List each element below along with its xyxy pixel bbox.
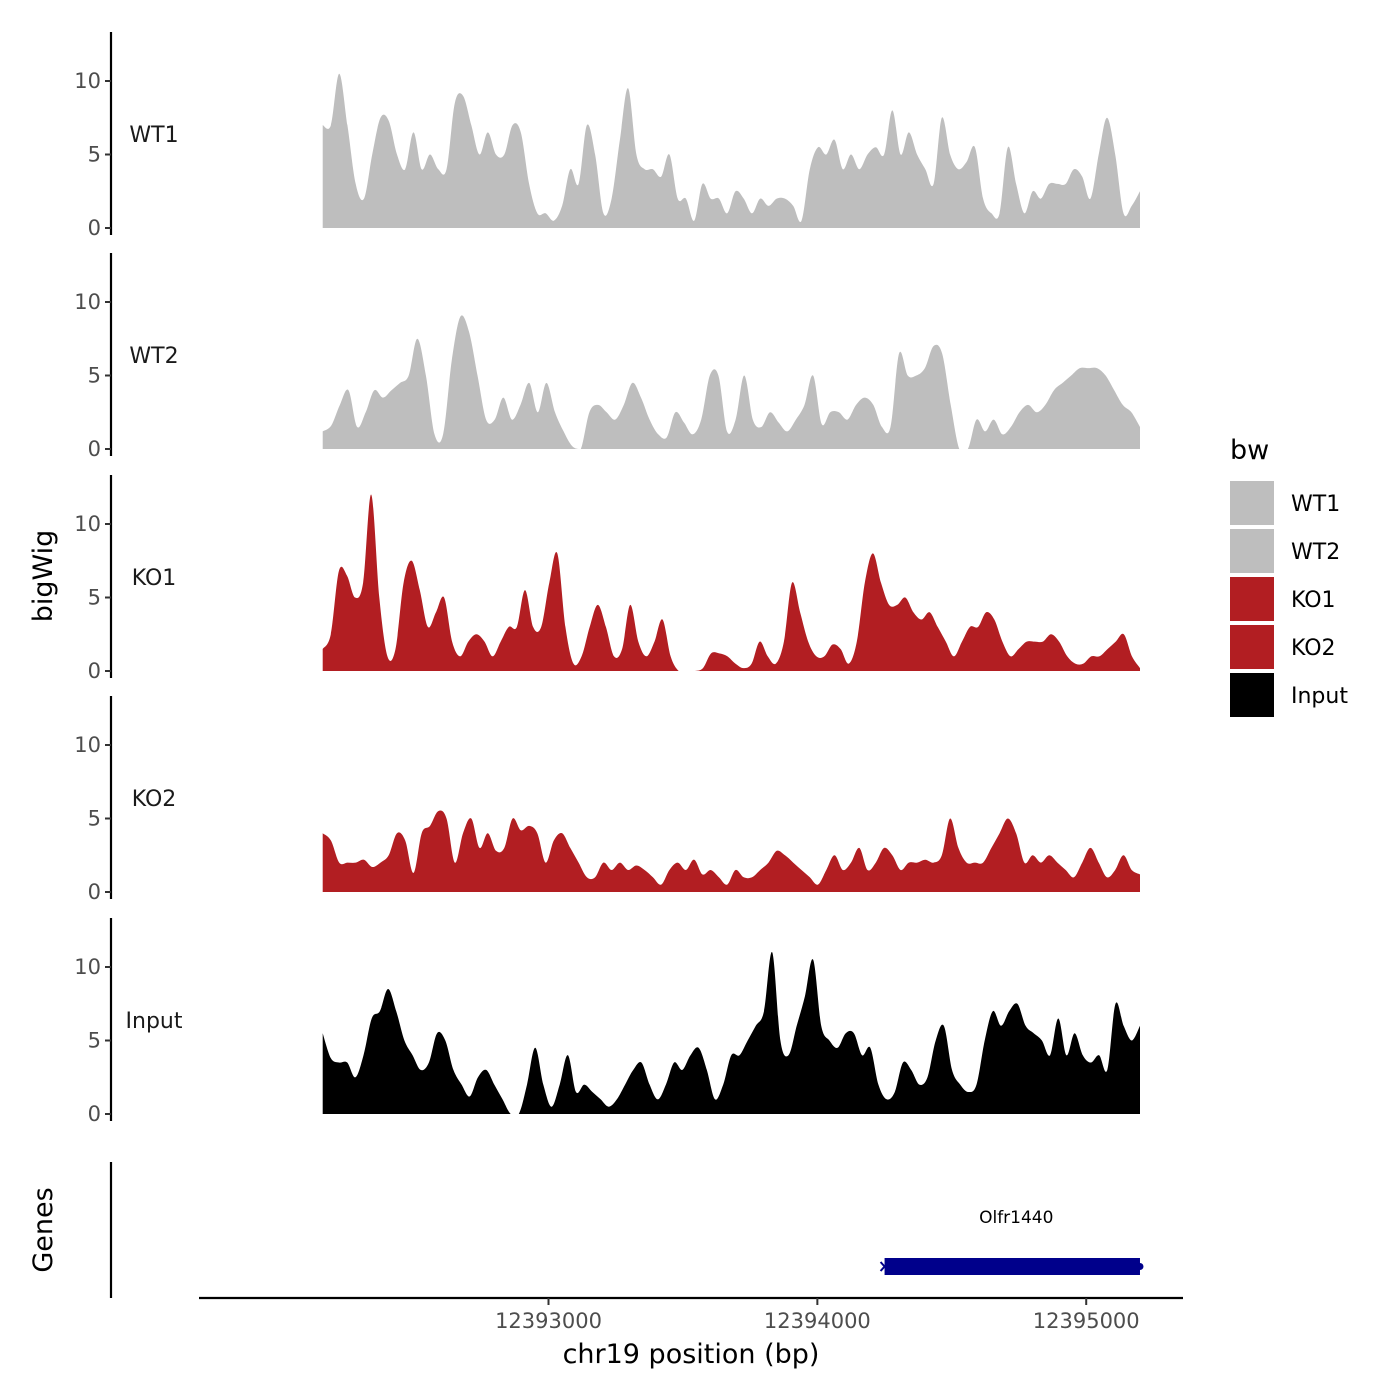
y-axis-title: bigWig	[28, 530, 59, 623]
x-axis-title: chr19 position (bp)	[563, 1339, 820, 1370]
y-tick-label: 10	[74, 69, 101, 93]
legend-label-wt1: WT1	[1291, 492, 1340, 517]
facet-label-ko1: KO1	[132, 566, 177, 591]
legend-swatch-ko2	[1230, 625, 1274, 669]
y-tick-label: 10	[74, 733, 101, 757]
y-tick-label: 5	[88, 807, 101, 831]
y-tick-label: 0	[88, 216, 101, 240]
y-tick-label: 10	[74, 512, 101, 536]
facet-label-input: Input	[126, 1009, 183, 1034]
track-input: 0 5 10 Input	[74, 918, 1140, 1126]
y-tick-label: 10	[74, 290, 101, 314]
legend-label-input: Input	[1291, 684, 1348, 709]
legend-title: bw	[1230, 435, 1269, 466]
y-tick-label: 0	[88, 659, 101, 683]
gene-strand-icon	[879, 1261, 890, 1272]
facet-label-wt2: WT2	[129, 344, 178, 369]
legend-swatch-ko1	[1230, 577, 1274, 621]
gene-label: Olfr1440	[979, 1208, 1053, 1228]
y-tick-label: 5	[88, 586, 101, 610]
legend-label-wt2: WT2	[1291, 540, 1340, 565]
genes-panel: Genes Olfr1440	[28, 1162, 1144, 1298]
legend-swatch-wt2	[1230, 529, 1274, 573]
legend-label-ko2: KO2	[1291, 636, 1336, 661]
legend-swatch-wt1	[1230, 481, 1274, 525]
track-wt2: 0 5 10 WT2	[74, 253, 1140, 461]
y-tick-label: 5	[88, 143, 101, 167]
genes-label: Genes	[28, 1187, 59, 1272]
gene-end-mark	[1136, 1263, 1144, 1270]
y-tick-label: 0	[88, 880, 101, 904]
gene-bar	[884, 1258, 1140, 1275]
facet-label-ko2: KO2	[132, 787, 177, 812]
y-tick-label: 10	[74, 955, 101, 979]
x-tick-label: 12395000	[1033, 1309, 1140, 1333]
legend-label-ko1: KO1	[1291, 588, 1336, 613]
x-axis: 12393000 12394000 12395000 chr19 position …	[199, 1296, 1183, 1370]
track-ko2: 0 5 10 KO2	[74, 696, 1140, 904]
track-ko1: 0 5 10 KO1	[74, 475, 1140, 683]
legend-swatch-input	[1230, 673, 1274, 717]
y-tick-label: 5	[88, 364, 101, 388]
coverage-tracks: 0 5 10 WT1 0 5 10 WT2 0 5 10 KO1 0 5 10 KO2 0 5 10 Input	[74, 32, 1140, 1126]
track-wt1: 0 5 10 WT1	[74, 32, 1140, 240]
y-tick-label: 0	[88, 1102, 101, 1126]
facet-label-wt1: WT1	[129, 123, 178, 148]
area-wt1	[322, 73, 1140, 228]
legend: bw WT1 WT2 KO1 KO2 Input	[1230, 435, 1348, 717]
x-tick-label: 12394000	[764, 1309, 871, 1333]
area-input	[322, 951, 1140, 1114]
y-tick-label: 5	[88, 1029, 101, 1053]
area-ko1	[322, 494, 1140, 671]
area-ko2	[322, 810, 1140, 892]
x-tick-label: 12393000	[495, 1309, 602, 1333]
y-tick-label: 0	[88, 437, 101, 461]
area-wt2	[322, 315, 1140, 449]
